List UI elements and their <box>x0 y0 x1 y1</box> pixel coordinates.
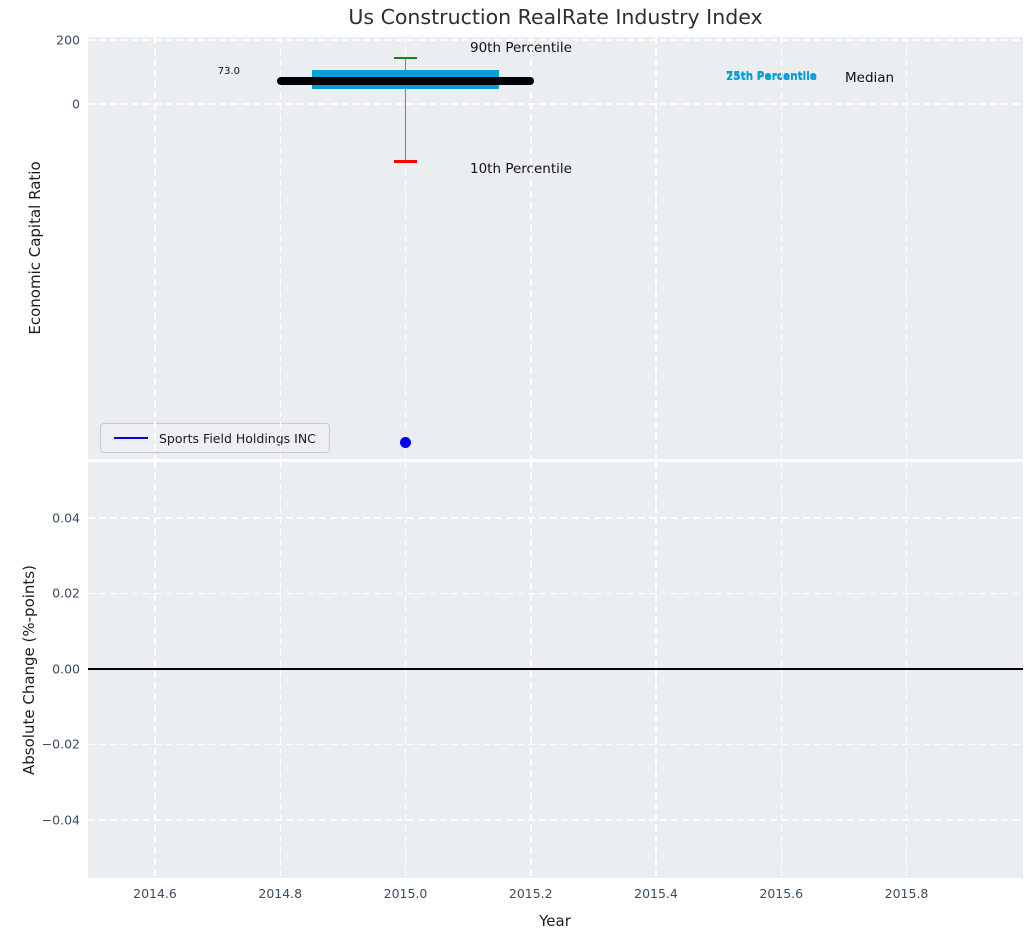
y-tick-label: 200 <box>56 32 80 48</box>
median-value-label: 73.0 <box>217 66 240 77</box>
gridline-y <box>88 819 1023 821</box>
gridline-x <box>530 462 532 878</box>
gridline-x <box>154 462 156 878</box>
bottom-axes: 2014.6 2014.8 2015.0 2015.2 2015.4 2015.6 2015… <box>42 462 1023 901</box>
x-axis-label: Year <box>539 912 571 930</box>
gridline-x <box>154 37 156 459</box>
y-tick-label: 0.02 <box>52 585 80 601</box>
y-tick-label: −0.04 <box>41 812 80 828</box>
gridline-x <box>780 37 782 459</box>
x-tick-label: 2015.6 <box>759 886 804 901</box>
whisker-line <box>404 57 407 162</box>
gridline-y <box>88 592 1023 595</box>
gridline-y <box>88 39 1023 41</box>
annotation-75th-percentile: 75th Percentile <box>726 70 817 82</box>
gridline-x <box>905 462 908 878</box>
gridline-x <box>655 462 657 878</box>
y-tick-label: 0.04 <box>52 510 80 526</box>
median-line <box>277 76 534 85</box>
whisker-cap-10th <box>393 160 418 163</box>
gridline-x <box>279 462 281 878</box>
x-tick-label: 2015.2 <box>508 886 553 901</box>
top-y-axis-label: Economic Capital Ratio <box>26 161 44 335</box>
annotation-25th-percentile: 25th Percentile <box>726 70 817 83</box>
gridline-y <box>88 103 1023 105</box>
x-tick-label: 2015.0 <box>383 886 428 901</box>
annotation-90th-percentile: 90th Percentile <box>470 40 572 56</box>
gridline-y <box>88 517 1023 519</box>
x-tick-label: 2014.6 <box>133 886 177 901</box>
gridline-y <box>88 743 1023 746</box>
top-axes: 90th Percentile 10th Percentile 75th Per… <box>56 32 1023 459</box>
y-tick-label: 0 <box>72 96 80 112</box>
gridline-x <box>404 462 407 878</box>
whisker-cap-90th <box>393 56 418 60</box>
x-tick-label: 2015.8 <box>884 886 929 901</box>
gridline-x <box>404 37 407 459</box>
legend-line-sample <box>114 436 148 440</box>
zero-line <box>88 667 1023 670</box>
gridline-x <box>655 37 657 459</box>
y-tick-label: −0.02 <box>41 736 80 752</box>
x-tick-label: 2015.4 <box>634 886 678 901</box>
bottom-y-axis-label: Absolute Change (%-points) <box>20 565 38 775</box>
gridline-x <box>530 37 532 459</box>
x-tick-label: 2014.8 <box>258 886 303 901</box>
gridline-x <box>905 37 908 459</box>
annotation-median: Median <box>845 70 895 86</box>
annotation-10th-percentile: 10th Percentile <box>470 161 572 177</box>
gridline-x <box>780 462 782 878</box>
y-tick-label: 0.00 <box>52 661 80 677</box>
chart-title: Us Construction RealRate Industry Index <box>348 5 763 29</box>
legend-label: Sports Field Holdings INC <box>159 430 316 446</box>
legend[interactable]: Sports Field Holdings INC <box>100 423 330 453</box>
gridline-x <box>279 37 281 459</box>
company-point <box>400 436 411 448</box>
